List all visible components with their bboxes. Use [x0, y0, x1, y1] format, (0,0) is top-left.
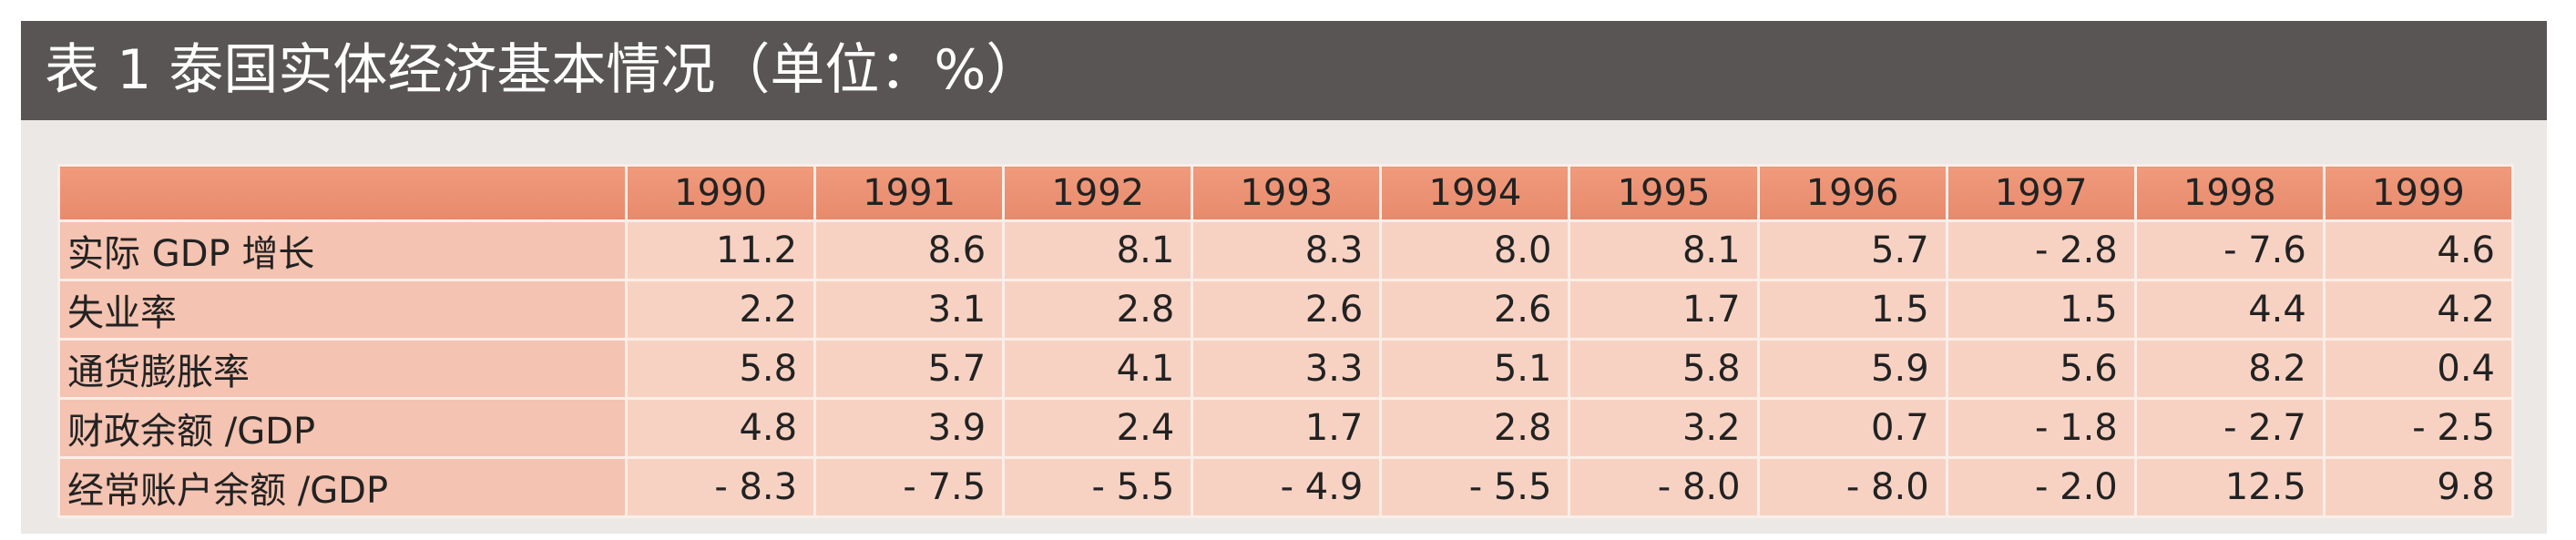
column-header: 1999	[2322, 164, 2515, 222]
value-cell: 2.4	[1002, 397, 1194, 459]
table-row: 经常账户余额 /GDP - 8.3- 7.5- 5.5- 4.9- 5.5- 8.…	[57, 456, 2515, 518]
value-cell: 8.0	[1379, 219, 1571, 281]
value-cell: 11.2	[624, 219, 817, 281]
value-cell: 12.5	[2133, 456, 2326, 518]
value-cell: 2.8	[1002, 279, 1194, 341]
row-label: 实际 GDP 增长	[57, 219, 628, 281]
row-label: 经常账户余额 /GDP	[57, 456, 628, 518]
value-cell: 4.1	[1002, 338, 1194, 400]
table-title: 表 1 泰国实体经济基本情况（单位：%）	[21, 21, 2547, 120]
column-header: 1994	[1379, 164, 1571, 222]
value-cell: 8.2	[2133, 338, 2326, 400]
table-row: 财政余额 /GDP 4.8 3.9 2.4 1.7 2.8 3.2 0.7- 1.8- 2.7…	[57, 397, 2515, 459]
value-cell: - 5.5	[1379, 456, 1571, 518]
value-cell: 4.4	[2133, 279, 2326, 341]
value-cell: - 4.9	[1191, 456, 1383, 518]
header-row: 1990 1991 1992 1993 1994 1995 1996 1997 1998 1999	[57, 164, 2515, 222]
value-cell: 4.2	[2322, 279, 2515, 341]
value-cell: 3.3	[1191, 338, 1383, 400]
value-cell: 5.8	[624, 338, 817, 400]
column-header: 1990	[624, 164, 817, 222]
value-cell: 1.5	[1945, 279, 2137, 341]
panel: 表 1 泰国实体经济基本情况（单位：%） 1990 1991 1992 1993 199…	[21, 21, 2547, 534]
value-cell: 1.7	[1568, 279, 1760, 341]
value-cell: 2.6	[1191, 279, 1383, 341]
value-cell: 5.8	[1568, 338, 1760, 400]
column-header: 1998	[2133, 164, 2326, 222]
value-cell: 5.6	[1945, 338, 2137, 400]
column-header: 1995	[1568, 164, 1760, 222]
value-cell: - 2.5	[2322, 397, 2515, 459]
value-cell: 2.8	[1379, 397, 1571, 459]
column-header: 1993	[1191, 164, 1383, 222]
value-cell: 2.2	[624, 279, 817, 341]
corner-cell	[57, 164, 628, 222]
table-row: 通货膨胀率 5.8 5.7 4.1 3.3 5.1 5.8 5.9 5.6 8.2 0.4	[57, 338, 2515, 400]
data-table: 1990 1991 1992 1993 1994 1995 1996 1997 1998 1999…	[57, 164, 2515, 518]
value-cell: 5.7	[1756, 219, 1948, 281]
value-cell: 5.7	[813, 338, 1006, 400]
value-cell: 8.3	[1191, 219, 1383, 281]
value-cell: 5.9	[1756, 338, 1948, 400]
value-cell: 3.9	[813, 397, 1006, 459]
value-cell: 3.2	[1568, 397, 1760, 459]
value-cell: - 7.5	[813, 456, 1006, 518]
value-cell: 2.6	[1379, 279, 1571, 341]
value-cell: - 8.3	[624, 456, 817, 518]
value-cell: 0.7	[1756, 397, 1948, 459]
value-cell: 1.5	[1756, 279, 1948, 341]
value-cell: 1.7	[1191, 397, 1383, 459]
column-header: 1996	[1756, 164, 1948, 222]
value-cell: 8.1	[1568, 219, 1760, 281]
value-cell: - 8.0	[1568, 456, 1760, 518]
value-cell: - 1.8	[1945, 397, 2137, 459]
column-header: 1992	[1002, 164, 1194, 222]
value-cell: 5.1	[1379, 338, 1571, 400]
value-cell: 3.1	[813, 279, 1006, 341]
value-cell: - 5.5	[1002, 456, 1194, 518]
column-header: 1991	[813, 164, 1006, 222]
value-cell: - 8.0	[1756, 456, 1948, 518]
value-cell: - 2.7	[2133, 397, 2326, 459]
value-cell: - 2.0	[1945, 456, 2137, 518]
value-cell: 8.6	[813, 219, 1006, 281]
value-cell: 4.6	[2322, 219, 2515, 281]
row-label: 失业率	[57, 279, 628, 341]
table-row: 失业率 2.2 3.1 2.8 2.6 2.6 1.7 1.5 1.5 4.4 4.2	[57, 279, 2515, 341]
row-label: 财政余额 /GDP	[57, 397, 628, 459]
value-cell: - 7.6	[2133, 219, 2326, 281]
table-row: 实际 GDP 增长 11.2 8.6 8.1 8.3 8.0 8.1 5.7- 2.8- 7.…	[57, 219, 2515, 281]
value-cell: 0.4	[2322, 338, 2515, 400]
value-cell: 8.1	[1002, 219, 1194, 281]
value-cell: 9.8	[2322, 456, 2515, 518]
column-header: 1997	[1945, 164, 2137, 222]
value-cell: 4.8	[624, 397, 817, 459]
row-label: 通货膨胀率	[57, 338, 628, 400]
value-cell: - 2.8	[1945, 219, 2137, 281]
